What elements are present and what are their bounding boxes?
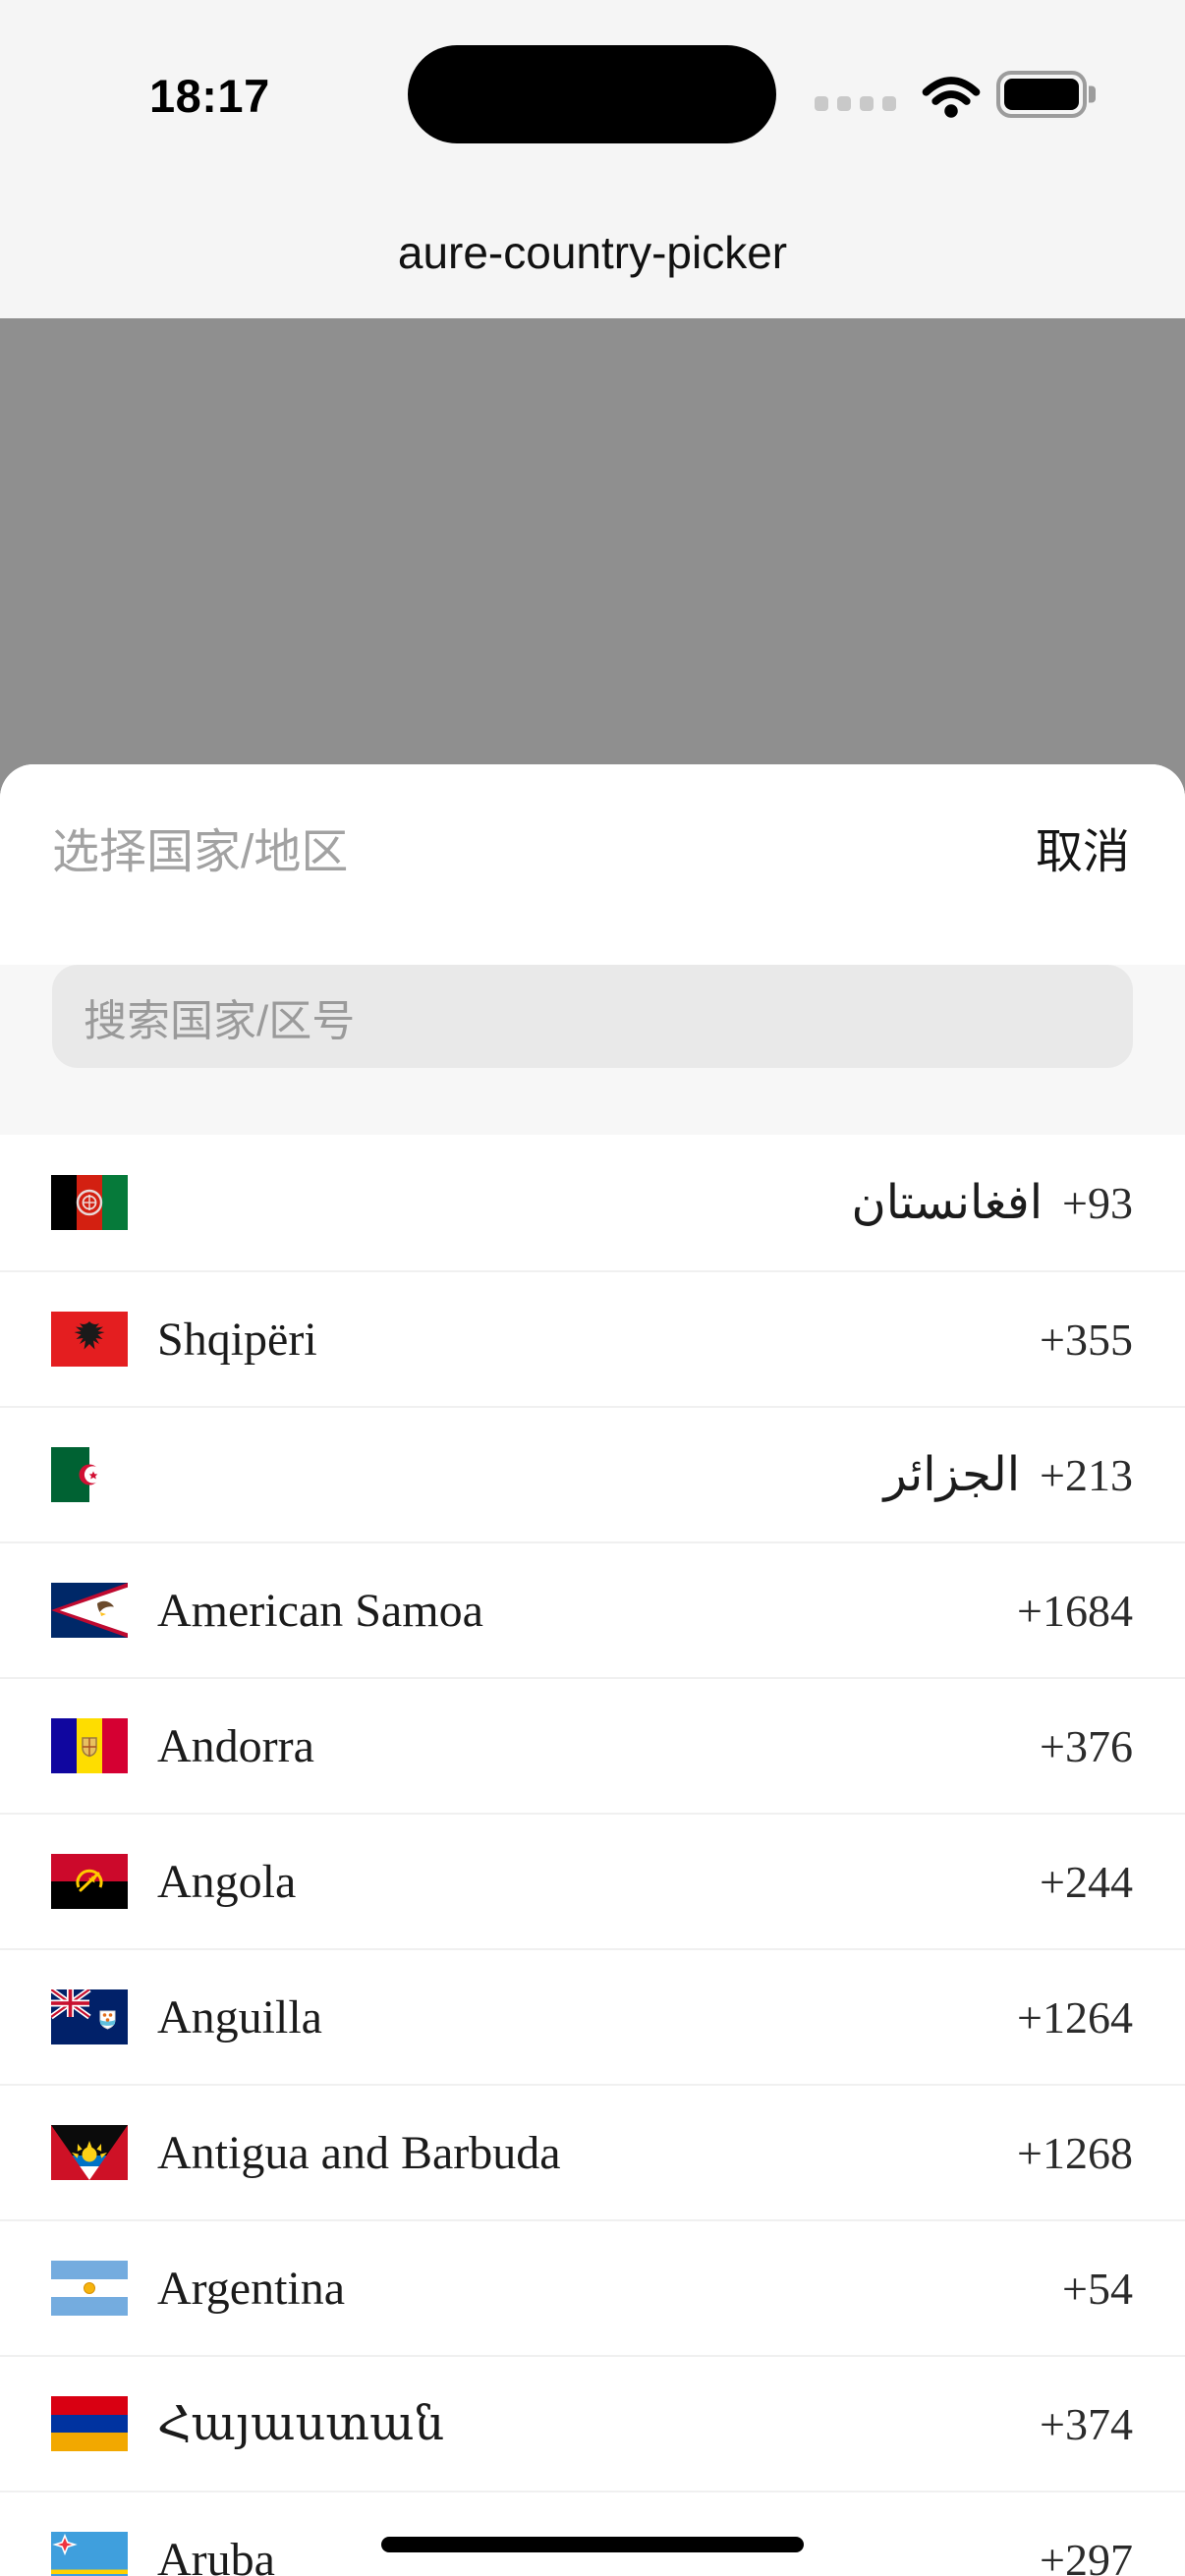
country-dial-code: +297 [1040,2534,1133,2576]
status-time: 18:17 [149,70,270,122]
country-dial-code: +355 [1040,1314,1133,1365]
country-row[interactable]: Antigua and Barbuda +1268 [0,2084,1185,2219]
country-row[interactable]: Shqipëri +355 [0,1270,1185,1406]
country-row[interactable]: Aruba +297 [0,2491,1185,2576]
battery-level [1004,79,1079,110]
country-name: افغانستان [851,1177,1044,1229]
country-name: Shqipëri [157,1313,317,1366]
country-dial-code: +374 [1040,2398,1133,2449]
country-row[interactable]: Հայաստան +374 [0,2355,1185,2491]
flag-am-icon [51,2396,128,2451]
country-row[interactable]: Andorra +376 [0,1677,1185,1813]
flag-ar-icon [51,2261,128,2316]
country-row[interactable]: افغانستان +93 [0,1135,1185,1270]
country-name: Anguilla [157,1990,322,2044]
country-picker-sheet: 选择国家/地区 取消 搜索国家/区号 افغانستان +93 Shqipër… [0,764,1185,2576]
home-indicator[interactable] [381,2537,804,2552]
country-dial-code: +93 [1062,1177,1133,1228]
wifi-icon [922,77,981,118]
status-icons [815,65,1096,124]
country-name: Antigua and Barbuda [157,2126,561,2179]
app-title-bar: aure-country-picker [0,187,1185,318]
country-dial-code: +1684 [1017,1585,1133,1636]
country-row[interactable]: Anguilla +1264 [0,1948,1185,2084]
country-row[interactable]: Angola +244 [0,1813,1185,1948]
flag-aw-icon [51,2532,128,2576]
sheet-title: 选择国家/地区 [52,825,349,878]
flag-ad-icon [51,1718,128,1773]
country-dial-code: +1268 [1017,2127,1133,2178]
flag-as-icon [51,1583,128,1638]
flag-af-icon [51,1175,128,1230]
country-dial-code: +376 [1040,1720,1133,1771]
country-dial-code: +54 [1062,2263,1133,2314]
country-dial-code: +244 [1040,1856,1133,1907]
country-row[interactable]: American Samoa +1684 [0,1541,1185,1677]
country-dial-code: +1264 [1017,1991,1133,2043]
country-name: Aruba [157,2533,275,2576]
country-name: الجزائر [883,1449,1021,1501]
country-row[interactable]: الجزائر +213 [0,1406,1185,1541]
search-section: 搜索国家/区号 [0,965,1185,1135]
country-name: Argentina [157,2262,346,2315]
search-input[interactable]: 搜索国家/区号 [52,965,1133,1068]
flag-ai-icon [51,1989,128,2044]
cancel-button[interactable]: 取消 [1036,812,1130,881]
flag-ag-icon [51,2125,128,2180]
cellular-signal-icon [815,95,896,111]
flag-al-icon [51,1312,128,1367]
search-placeholder: 搜索国家/区号 [84,996,356,1045]
status-bar: 18:17 [0,0,1185,187]
flag-ao-icon [51,1854,128,1909]
page-title: aure-country-picker [397,227,788,278]
country-name: Andorra [157,1719,314,1772]
country-name: Հայաստան [157,2398,445,2450]
battery-icon [996,71,1096,118]
country-row[interactable]: Argentina +54 [0,2219,1185,2355]
country-name: Angola [157,1855,297,1908]
sheet-header: 选择国家/地区 取消 [0,764,1185,928]
country-dial-code: +213 [1040,1449,1133,1500]
dynamic-island [408,45,776,143]
flag-dz-icon [51,1447,128,1502]
country-name: American Samoa [157,1584,483,1637]
country-list: افغانستان +93 Shqipëri +355 الجزائر +213… [0,1135,1185,2576]
